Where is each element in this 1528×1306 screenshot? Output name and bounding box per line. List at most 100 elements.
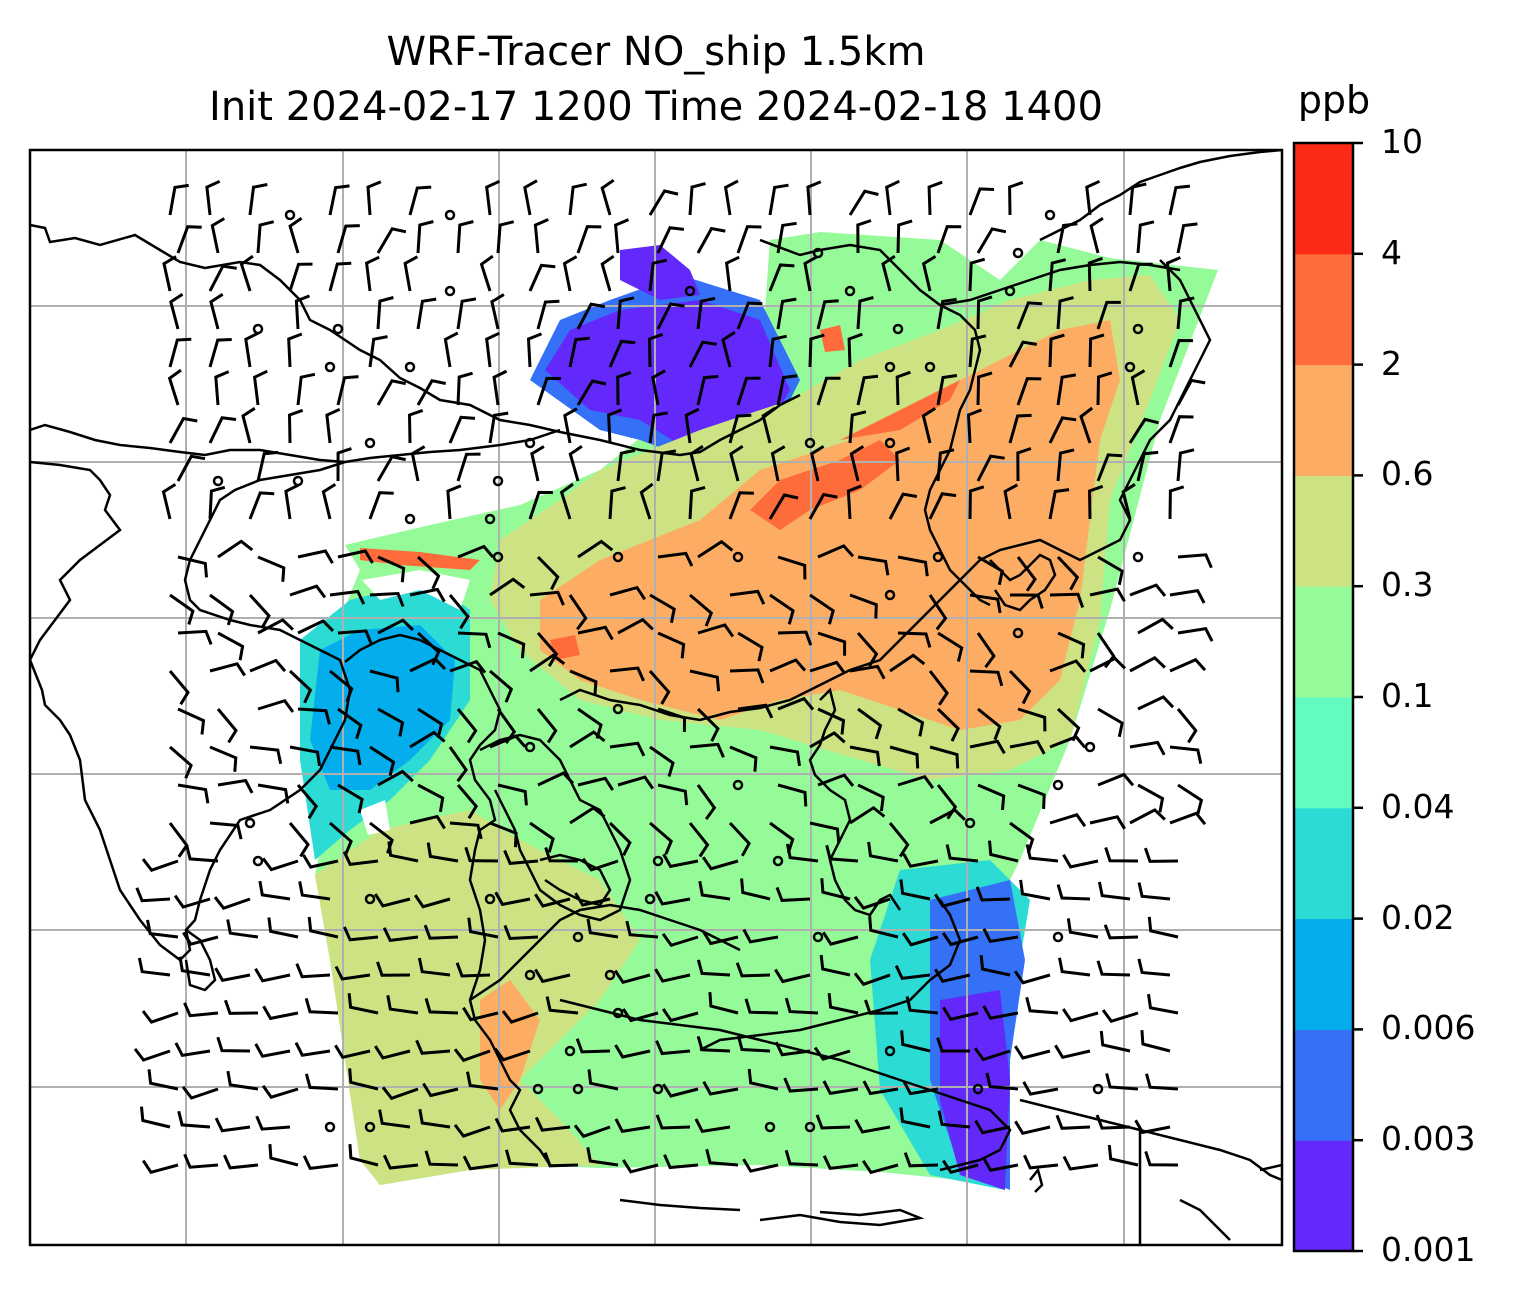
- wind-barb: [249, 745, 283, 765]
- wind-barb: [329, 669, 354, 703]
- wind-barb: [416, 379, 447, 406]
- calm-wind-marker: [1084, 741, 1096, 753]
- wind-barb: [776, 297, 797, 330]
- wind-barb: [464, 846, 499, 863]
- colorbar-segment: [1294, 1029, 1353, 1141]
- wind-barb: [1008, 340, 1038, 368]
- wind-barb: [490, 293, 505, 330]
- wind-barb: [489, 821, 518, 848]
- wind-barb: [177, 707, 206, 735]
- wind-barb: [294, 1042, 331, 1057]
- wind-barb: [169, 745, 193, 779]
- wind-barb: [223, 999, 259, 1015]
- map-title-line1: WRF-Tracer NO_ship 1.5km: [386, 29, 926, 75]
- colorbar-tick-label: 0.1: [1381, 676, 1434, 715]
- wind-barb: [173, 894, 211, 909]
- wind-barb: [456, 708, 478, 744]
- wind-barb: [696, 296, 716, 330]
- wind-barb: [768, 334, 788, 368]
- field-gap-2: [360, 800, 390, 835]
- wind-barb: [569, 730, 606, 749]
- wind-barb: [284, 483, 300, 520]
- calm-wind-marker: [964, 817, 976, 829]
- wind-barb: [1087, 256, 1104, 292]
- wind-barb: [1048, 333, 1065, 368]
- wind-barb: [688, 822, 710, 858]
- field-orange-core: [540, 320, 1120, 730]
- calm-wind-marker: [524, 741, 536, 753]
- wind-barb: [337, 549, 374, 564]
- colorbar-segment: [1294, 253, 1353, 366]
- wind-barb: [868, 916, 899, 939]
- calm-wind-marker: [732, 551, 744, 563]
- wind-barb: [897, 631, 932, 648]
- wind-barb: [208, 264, 237, 292]
- wind-barb: [856, 296, 874, 330]
- wind-barb: [262, 1005, 299, 1021]
- wind-barb: [655, 1114, 691, 1130]
- wind-barb: [617, 617, 654, 635]
- wind-barb: [494, 1117, 531, 1133]
- wind-barb: [1061, 1008, 1099, 1023]
- wind-barb: [976, 371, 993, 406]
- wind-barb: [410, 445, 426, 482]
- wind-barb: [895, 446, 911, 482]
- calm-wind-marker: [804, 437, 816, 449]
- wind-barb: [1168, 184, 1191, 216]
- calm-wind-marker: [652, 1083, 664, 1095]
- wind-barb: [609, 666, 645, 682]
- wind-barb: [900, 1030, 931, 1053]
- calm-wind-marker: [572, 1083, 584, 1095]
- wind-barb: [976, 227, 1007, 254]
- colorbar-tick-label: 0.003: [1381, 1119, 1476, 1159]
- wind-barb: [777, 555, 807, 580]
- wind-barb: [536, 708, 558, 744]
- wind-barb: [689, 593, 714, 627]
- wind-barb: [1140, 1029, 1171, 1053]
- wind-barb: [617, 775, 655, 790]
- wind-barb: [252, 369, 268, 406]
- wind-barb: [600, 254, 615, 292]
- wind-barb: [581, 857, 619, 872]
- wind-barb: [1169, 588, 1206, 604]
- wind-barb: [639, 482, 654, 520]
- wind-barb: [528, 490, 553, 520]
- wind-barb: [287, 408, 304, 444]
- calm-wind-marker: [404, 361, 416, 373]
- wind-barb: [417, 957, 451, 977]
- wind-barb: [1079, 406, 1094, 444]
- calm-wind-marker: [1012, 627, 1024, 639]
- wind-barb: [257, 783, 290, 804]
- wind-barb: [1049, 659, 1087, 673]
- wind-barb: [1049, 813, 1087, 828]
- wind-barb: [377, 555, 406, 583]
- wind-barb: [609, 741, 646, 757]
- wind-barb: [381, 1086, 419, 1101]
- wind-barb: [803, 255, 818, 292]
- wind-barb: [544, 847, 579, 863]
- wind-barb: [133, 1047, 171, 1062]
- wind-barb: [975, 886, 1011, 902]
- wind-barb: [689, 669, 721, 692]
- colorbar-tick-label: 0.006: [1381, 1008, 1476, 1048]
- wind-barb: [809, 731, 846, 749]
- wind-barb: [168, 822, 189, 858]
- wind-barb: [945, 844, 979, 863]
- wind-barb: [661, 1008, 699, 1023]
- calm-wind-marker: [604, 969, 616, 981]
- wind-barb: [820, 878, 851, 901]
- wind-barb: [226, 1070, 259, 1091]
- wind-barb: [1009, 821, 1035, 854]
- wind-barb: [449, 659, 487, 674]
- wind-barb: [621, 1008, 659, 1023]
- wind-barb: [705, 1148, 739, 1167]
- calm-wind-marker: [484, 893, 496, 905]
- wind-barb: [941, 932, 979, 947]
- calm-wind-marker: [252, 855, 264, 867]
- wind-barb: [976, 295, 993, 330]
- wind-barb: [1168, 338, 1194, 368]
- wind-barb: [808, 333, 825, 368]
- wind-barb: [698, 880, 731, 901]
- wind-barb: [903, 1152, 939, 1168]
- wind-barb: [422, 1082, 459, 1098]
